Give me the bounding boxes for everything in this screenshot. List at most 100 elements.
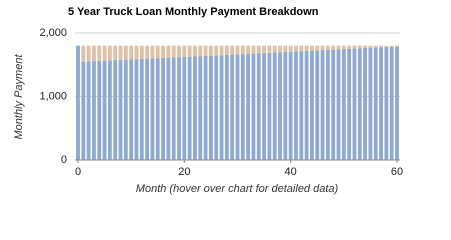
bar-segment — [240, 45, 245, 55]
x-axis-title: Month (hover over chart for detailed dat… — [136, 183, 339, 195]
bar-segment — [310, 50, 314, 160]
bar-segment — [113, 45, 118, 61]
bar-segment — [368, 47, 373, 161]
bar-segment — [235, 54, 240, 160]
bar-segment — [203, 55, 208, 160]
bar-segment — [209, 55, 213, 161]
bar-segment — [299, 51, 304, 160]
bar-segment — [161, 45, 165, 58]
bar-segment — [294, 51, 298, 160]
bar-segment — [92, 61, 96, 160]
bar-segment — [198, 45, 203, 57]
bar-segment — [246, 53, 251, 160]
bar-segment — [81, 45, 86, 62]
bar-segment — [278, 52, 282, 160]
bar-segment — [102, 45, 107, 61]
y-axis-title: Monthly Payment — [13, 54, 25, 140]
bar-segment — [155, 58, 160, 161]
bar-segment — [384, 45, 389, 47]
bar-segment — [368, 45, 373, 48]
bar-segment — [384, 46, 389, 160]
bar-segment — [272, 52, 277, 160]
bar-segment — [256, 45, 261, 54]
bar-segment — [76, 45, 80, 161]
bar-segment — [357, 48, 362, 160]
bar-segment — [389, 45, 394, 47]
bar-segment — [209, 45, 213, 56]
bar-segment — [283, 51, 288, 161]
bar-segment — [129, 45, 134, 60]
bar-segment — [331, 45, 336, 50]
bar-segment — [92, 45, 96, 62]
chart: 5 Year Truck Loan Monthly Payment Breakd… — [13, 6, 403, 195]
bar-segment — [224, 54, 229, 160]
bar-segment — [304, 45, 309, 51]
bar-segment — [341, 45, 346, 50]
bar-segment — [272, 45, 277, 53]
bar-segment — [320, 45, 325, 51]
bar-segment — [123, 59, 128, 160]
bar-segment — [224, 45, 229, 55]
bar-segment — [379, 47, 383, 160]
bar-segment — [129, 59, 134, 160]
bar-segment — [219, 55, 224, 160]
bar-segment — [288, 45, 293, 52]
page: 5 Year Truck Loan Monthly Payment Breakd… — [12, 5, 404, 195]
bar-segment — [187, 45, 192, 57]
bar-segment — [315, 50, 320, 160]
bar-segment — [352, 45, 357, 49]
bar-segment — [187, 56, 192, 160]
bar-segment — [81, 61, 86, 161]
bar-segment — [363, 45, 368, 48]
bar-segment — [118, 59, 123, 160]
bar-segment — [347, 48, 352, 160]
x-tick-label: 20 — [178, 166, 190, 178]
bar-segment — [379, 45, 383, 48]
bar-segment — [341, 49, 346, 160]
bar-segment — [395, 45, 399, 47]
bar-segment — [203, 45, 208, 56]
bar-segment — [251, 53, 256, 160]
bar-segment — [177, 45, 181, 58]
bar-segment — [240, 54, 245, 160]
bar-segment — [118, 45, 123, 60]
bar-segment — [230, 45, 235, 55]
bar-segment — [182, 56, 187, 160]
bar-segment — [267, 45, 272, 53]
x-tick-label: 0 — [75, 166, 81, 178]
bar-segment — [352, 48, 357, 161]
bar-segment — [256, 53, 261, 160]
bar-segment — [166, 45, 171, 58]
bar-segment — [373, 45, 378, 48]
bar-segment — [325, 49, 330, 160]
bar-segment — [310, 45, 314, 51]
bar-segment — [134, 59, 139, 160]
bar-segment — [214, 55, 219, 161]
bar-segment — [246, 45, 251, 54]
bar-segment — [230, 54, 235, 161]
bar-segment — [331, 49, 336, 160]
bar-segment — [299, 45, 304, 52]
bar-segment — [171, 57, 176, 161]
bar-segment — [107, 45, 112, 61]
x-tick-label: 60 — [391, 166, 403, 178]
bar-segment — [86, 45, 91, 62]
bar-segment — [320, 50, 325, 160]
bar-segment — [102, 60, 107, 161]
bar-segment — [182, 45, 187, 57]
bar-segment — [145, 45, 150, 59]
y-tick-label: 0 — [61, 154, 67, 166]
bar-segment — [262, 45, 266, 54]
x-tick-label: 40 — [285, 166, 297, 178]
y-tick-label: 1,000 — [39, 90, 67, 102]
y-tick-label: 2,000 — [39, 27, 67, 39]
bar-segment — [155, 45, 160, 59]
bar-segment — [193, 45, 197, 57]
bar-segment — [395, 46, 399, 160]
bar-segment — [107, 60, 112, 160]
bar-segment — [139, 58, 144, 160]
bar-segment — [150, 58, 155, 160]
bar-segment — [304, 50, 309, 160]
bar-segment — [214, 45, 219, 56]
bar-segment — [134, 45, 139, 60]
